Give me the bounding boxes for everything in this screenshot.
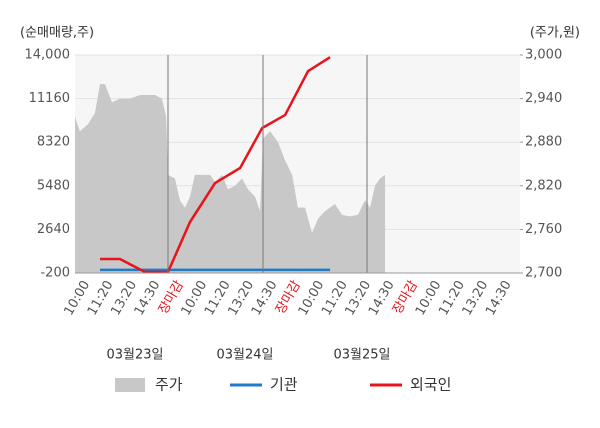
date-label: 03월24일 (216, 348, 273, 363)
legend-label: 기관 (270, 376, 298, 394)
y-tick-label: 5480 (37, 178, 70, 193)
series-line (100, 56, 331, 274)
y2-tick-label: 3,000 (525, 48, 562, 63)
y-tick-label: 11160 (29, 91, 70, 106)
legend-swatch (115, 378, 145, 392)
y2-tick-label: 2,820 (525, 178, 562, 193)
y2-axis-title: (주가,원) (530, 26, 580, 41)
legend-label: 주가 (155, 376, 183, 394)
y2-tick-label: 2,940 (525, 91, 562, 106)
price-area (75, 84, 386, 273)
y-axis-title: (순매매량,주) (20, 26, 94, 41)
date-label: 03월23일 (106, 348, 163, 363)
date-label: 03월25일 (333, 348, 390, 363)
y-tick-label: 8320 (37, 135, 70, 150)
y2-tick-label: 2,760 (525, 222, 562, 237)
y2-tick-label: 2,700 (525, 266, 562, 281)
y-tick-label: 14,000 (25, 48, 71, 63)
y-tick-label: 2640 (37, 222, 70, 237)
legend-label: 외국인 (410, 376, 451, 394)
y-tick-label: -200 (40, 266, 70, 281)
y2-tick-label: 2,880 (525, 135, 562, 150)
